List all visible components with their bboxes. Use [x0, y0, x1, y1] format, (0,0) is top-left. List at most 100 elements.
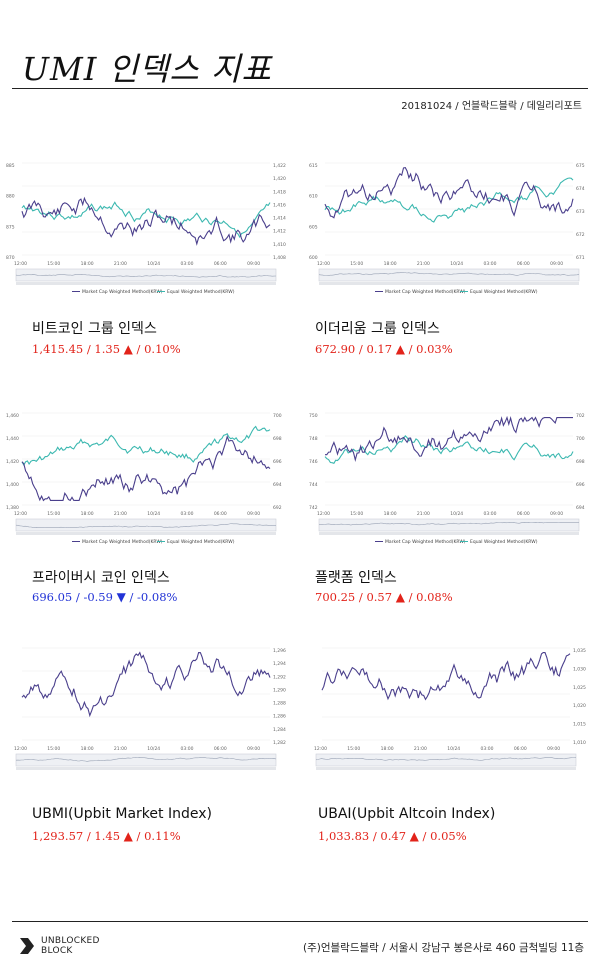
- index-change-pct: -0.08%: [137, 590, 178, 604]
- navigator-strip: [15, 268, 277, 282]
- index-change: -0.59: [83, 590, 113, 604]
- index-value: 700.25: [315, 590, 356, 604]
- navigator-line: [15, 756, 277, 762]
- y-tick-right: 1,015: [573, 722, 586, 728]
- y-tick-right: 1,025: [573, 685, 586, 691]
- chart-bitcoin-group: 885 880 875 870 1,422 1,420 1,418 1,416 1,414 1,4…: [2, 155, 287, 295]
- up-triangle-icon: ▲: [123, 342, 133, 356]
- navigator-line: [319, 521, 579, 526]
- y-tick-right: 1,294: [273, 661, 286, 667]
- chart-ubmi: 1,296 1,294 1,292 1,290 1,288 1,286 1,284 1,282…: [2, 640, 287, 780]
- x-tick: 03:00: [181, 511, 194, 517]
- legend-label: Equal Weighted Method(KRW): [470, 289, 538, 295]
- legend-label: Market Cap Weighted Method(KRW): [82, 539, 163, 545]
- index-value: 696.05: [32, 590, 73, 604]
- index-change: 1.45: [94, 829, 121, 843]
- y-tick-right: 672: [576, 232, 585, 238]
- series-line-market-cap: [21, 434, 271, 502]
- y-tick-left: 1,380: [6, 505, 19, 511]
- up-triangle-icon: ▲: [123, 829, 133, 843]
- y-tick-right: 1,020: [573, 703, 586, 709]
- navigator-line: [15, 523, 277, 529]
- y-tick-right: 675: [576, 163, 585, 169]
- y-tick-left: 600: [309, 255, 318, 261]
- y-tick-right: 696: [576, 482, 585, 488]
- chart-ethereum-group: 615 610 605 600 675 674 673 672 671 12:00 15:00 18:…: [305, 155, 590, 295]
- y-tick-left: 610: [309, 194, 318, 200]
- y-tick-right: 1,408: [273, 255, 286, 261]
- navigator-strip: [15, 753, 277, 767]
- y-tick-right: 694: [576, 505, 585, 511]
- unblocked-block-logo-icon: [20, 938, 34, 954]
- x-tick: 21:00: [114, 511, 127, 517]
- x-tick: 15:00: [47, 511, 60, 517]
- x-tick: 09:00: [247, 511, 260, 517]
- y-tick-left: 880: [6, 194, 15, 200]
- x-tick: 15:00: [347, 746, 360, 752]
- legend-label: Equal Weighted Method(KRW): [470, 539, 538, 545]
- x-tick: 12:00: [314, 746, 327, 752]
- chart-ubai: 1,035 1,030 1,025 1,020 1,015 1,010 12:00 15:00…: [302, 640, 587, 780]
- y-tick-left: 750: [309, 413, 318, 419]
- y-tick-right: 1,416: [273, 202, 286, 208]
- x-tick: 06:00: [214, 261, 227, 267]
- y-tick-left: 1,460: [6, 413, 19, 419]
- index-name: UBAI(Upbit Altcoin Index): [318, 806, 496, 822]
- y-tick-right: 694: [273, 482, 282, 488]
- up-triangle-icon: ▲: [395, 342, 405, 356]
- series-line-market-cap: [324, 166, 574, 219]
- index-change-pct: 0.11%: [144, 829, 181, 843]
- y-tick-right: 700: [576, 436, 585, 442]
- x-tick: 12:00: [14, 261, 27, 267]
- index-value: 1,033.83: [318, 829, 370, 843]
- y-tick-right: 1,418: [273, 189, 286, 195]
- index-name: 프라이버시 코인 인덱스: [32, 570, 170, 586]
- x-tick: 09:00: [247, 746, 260, 752]
- y-tick-right: 696: [273, 459, 282, 465]
- y-tick-right: 1,010: [573, 740, 586, 746]
- y-tick-right: 671: [576, 255, 585, 261]
- up-triangle-icon: ▲: [395, 590, 405, 604]
- index-value-line: 1,033.83 / 0.47 ▲ / 0.05%: [318, 829, 467, 843]
- y-tick-left: 748: [309, 436, 318, 442]
- legend-label: Market Cap Weighted Method(KRW): [385, 289, 466, 295]
- x-tick: 10/24: [147, 511, 160, 517]
- index-change: 0.57: [366, 590, 393, 604]
- x-tick: 21:00: [114, 746, 127, 752]
- navigator-line: [15, 273, 277, 278]
- x-tick: 21:00: [417, 261, 430, 267]
- y-tick-left: 1,440: [6, 436, 19, 442]
- chart-platform: 750 748 746 744 742 702 700 698 696 694 12:00 15:00…: [305, 405, 590, 545]
- x-tick: 18:00: [381, 746, 394, 752]
- y-tick-right: 1,286: [273, 714, 286, 720]
- navigator-scrollbar: [16, 767, 276, 770]
- navigator-scrollbar: [16, 282, 276, 285]
- x-tick: 21:00: [414, 746, 427, 752]
- y-tick-right: 1,420: [273, 176, 286, 182]
- header-divider: [12, 88, 588, 89]
- series-line-market-cap: [321, 652, 571, 701]
- x-tick: 21:00: [114, 261, 127, 267]
- down-triangle-icon: ▼: [116, 590, 126, 604]
- page-title: UMI 인덱스 지표: [22, 50, 272, 88]
- x-tick: 21:00: [417, 511, 430, 517]
- navigator-strip: [15, 518, 277, 532]
- y-tick-right: 700: [273, 413, 282, 419]
- index-value: 1,415.45: [32, 342, 84, 356]
- y-tick-right: 674: [576, 186, 585, 192]
- x-tick: 10/24: [450, 511, 463, 517]
- x-tick: 06:00: [517, 261, 530, 267]
- y-tick-right: 1,290: [273, 687, 286, 693]
- y-tick-right: 1,288: [273, 701, 286, 707]
- navigator-line: [315, 757, 577, 761]
- y-tick-left: 885: [6, 163, 15, 169]
- report-meta: 20181024 / 언블락드블락 / 데일리리포트: [401, 101, 582, 112]
- legend-label: Equal Weighted Method(KRW): [167, 539, 235, 545]
- navigator-scrollbar: [319, 282, 579, 285]
- y-tick-right: 1,035: [573, 648, 586, 654]
- index-change-pct: 0.10%: [144, 342, 181, 356]
- x-tick: 09:00: [550, 261, 563, 267]
- x-tick: 03:00: [481, 746, 494, 752]
- y-tick-left: 615: [309, 163, 318, 169]
- x-tick: 10/24: [147, 261, 160, 267]
